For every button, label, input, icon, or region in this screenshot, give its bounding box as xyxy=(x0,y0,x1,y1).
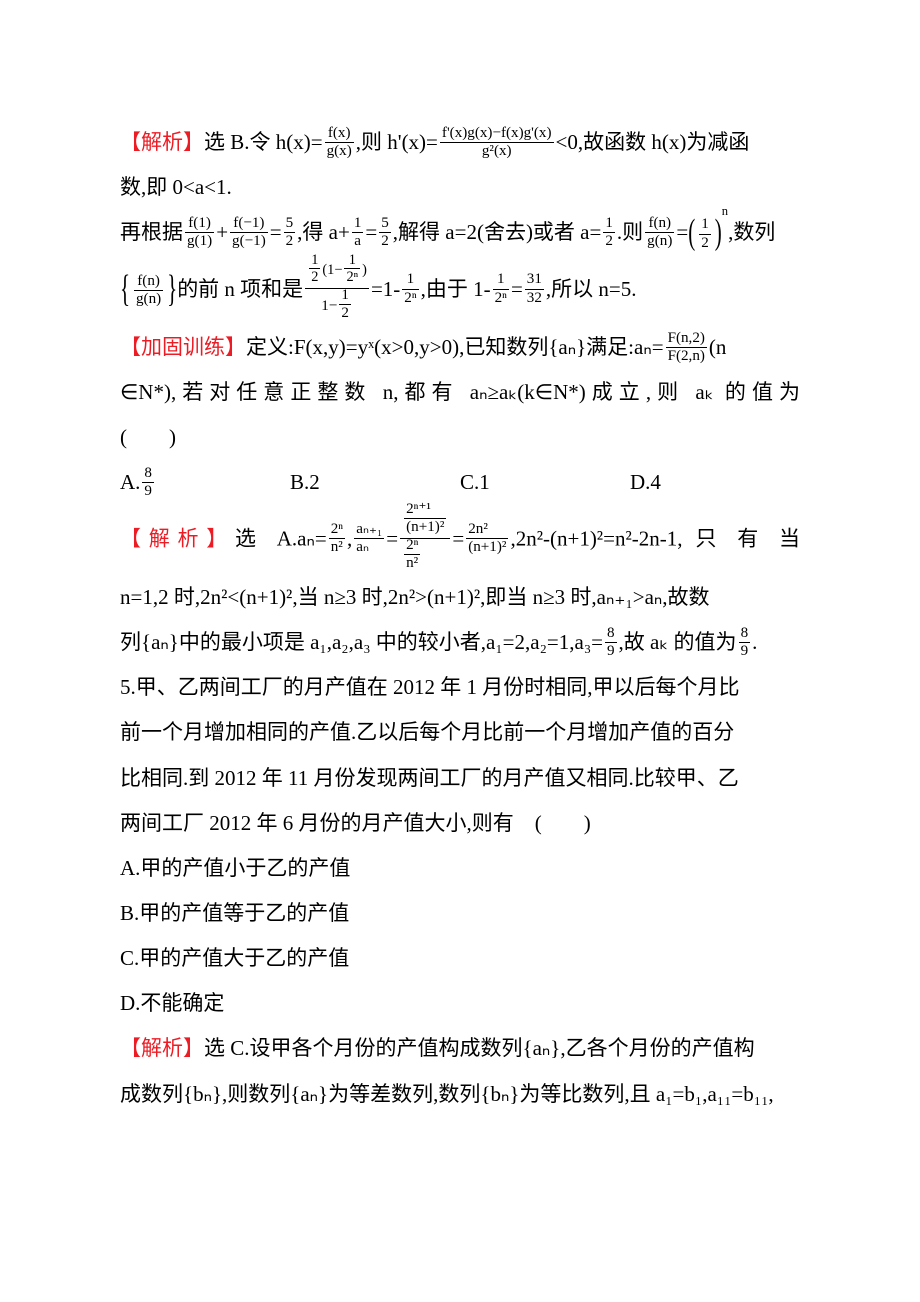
opt-a: A.89 xyxy=(120,460,290,505)
q5-opt-a: A.甲的产值小于乙的产值 xyxy=(120,846,800,891)
b1-line2: 数,即 0<a<1. xyxy=(120,165,800,210)
paren-half: 12 xyxy=(689,212,721,257)
b1-line1: 【解析】选 B.令 h(x)=f(x)g(x),则 h'(x)=f'(x)g(x… xyxy=(120,120,800,165)
b2-stem1: 【加固训练】定义:F(x,y)=yˣ(x>0,y>0),已知数列{aₙ}满足:a… xyxy=(120,325,800,370)
opt-b: B.2 xyxy=(290,460,460,505)
document-page: 【解析】选 B.令 h(x)=f(x)g(x),则 h'(x)=f'(x)g(x… xyxy=(0,0,920,1302)
analysis-label-2: 【解析】 xyxy=(120,526,235,550)
b1-line3: 再根据f(1)g(1)+f(−1)g(−1)=52,得 a+1a=52,解得 a… xyxy=(120,210,800,257)
q5-ans1: 【解析】选 C.设甲各个月份的产值构成数列{aₙ},乙各个月份的产值构 xyxy=(120,1026,800,1071)
b2-stem2: ∈N*),若对任意正整数 n,都有 aₙ≥aₖ(k∈N*)成立,则 aₖ 的值为 xyxy=(120,370,800,415)
q5-opt-d: D.不能确定 xyxy=(120,981,800,1026)
q5-l3: 比相同.到 2012 年 11 月份发现两间工厂的月产值又相同.比较甲、乙 xyxy=(120,756,800,801)
q5-options: A.甲的产值小于乙的产值 B.甲的产值等于乙的产值 C.甲的产值大于乙的产值 D… xyxy=(120,846,800,1027)
opt-d: D.4 xyxy=(630,460,800,505)
analysis-label-3: 【解析】 xyxy=(120,1036,204,1060)
b2-options: A.89 B.2 C.1 D.4 xyxy=(120,460,800,505)
analysis-label: 【解析】 xyxy=(120,130,204,154)
frac-hprime: f'(x)g(x)−f(x)g'(x)g²(x) xyxy=(440,126,554,159)
b2-stem3: ( ) xyxy=(120,415,800,460)
opt-c: C.1 xyxy=(460,460,630,505)
q5-l4: 两间工厂 2012 年 6 月份的月产值大小,则有 ( ) xyxy=(120,801,800,846)
frac-nested: 2ⁿ⁺¹(n+1)²2ⁿn² xyxy=(400,504,450,574)
frac-fx-gx: f(x)g(x) xyxy=(325,126,354,159)
b2-ans1: 【解析】选 A.aₙ=2ⁿn²,aₙ₊₁aₙ=2ⁿ⁺¹(n+1)²2ⁿn²=2n… xyxy=(120,506,800,576)
q5-opt-b: B.甲的产值等于乙的产值 xyxy=(120,891,800,936)
q5-ans2: 成数列{bₙ},则数列{aₙ}为等差数列,数列{bₙ}为等比数列,且 a₁=b₁… xyxy=(120,1072,800,1117)
b1-line4: f(n)g(n)的前 n 项和是12(1−12ⁿ)1−12=1-12ⁿ,由于 1… xyxy=(120,257,800,325)
q5-l1: 5.甲、乙两间工厂的月产值在 2012 年 1 月份时相同,甲以后每个月比 xyxy=(120,665,800,710)
frac-geom: 12(1−12ⁿ)1−12 xyxy=(305,255,369,323)
brace-fn-gn: f(n)g(n) xyxy=(122,268,175,313)
b2-ans2: n=1,2 时,2n²<(n+1)²,当 n≥3 时,2n²>(n+1)²,即当… xyxy=(120,575,800,620)
q5-opt-c: C.甲的产值大于乙的产值 xyxy=(120,936,800,981)
q5-l2: 前一个月增加相同的产值.乙以后每个月比前一个月增加产值的百分 xyxy=(120,710,800,755)
reinforce-label: 【加固训练】 xyxy=(120,335,246,359)
b2-ans3: 列{aₙ}中的最小项是 a₁,a₂,a₃ 中的较小者,a₁=2,a₂=1,a₃=… xyxy=(120,620,800,665)
